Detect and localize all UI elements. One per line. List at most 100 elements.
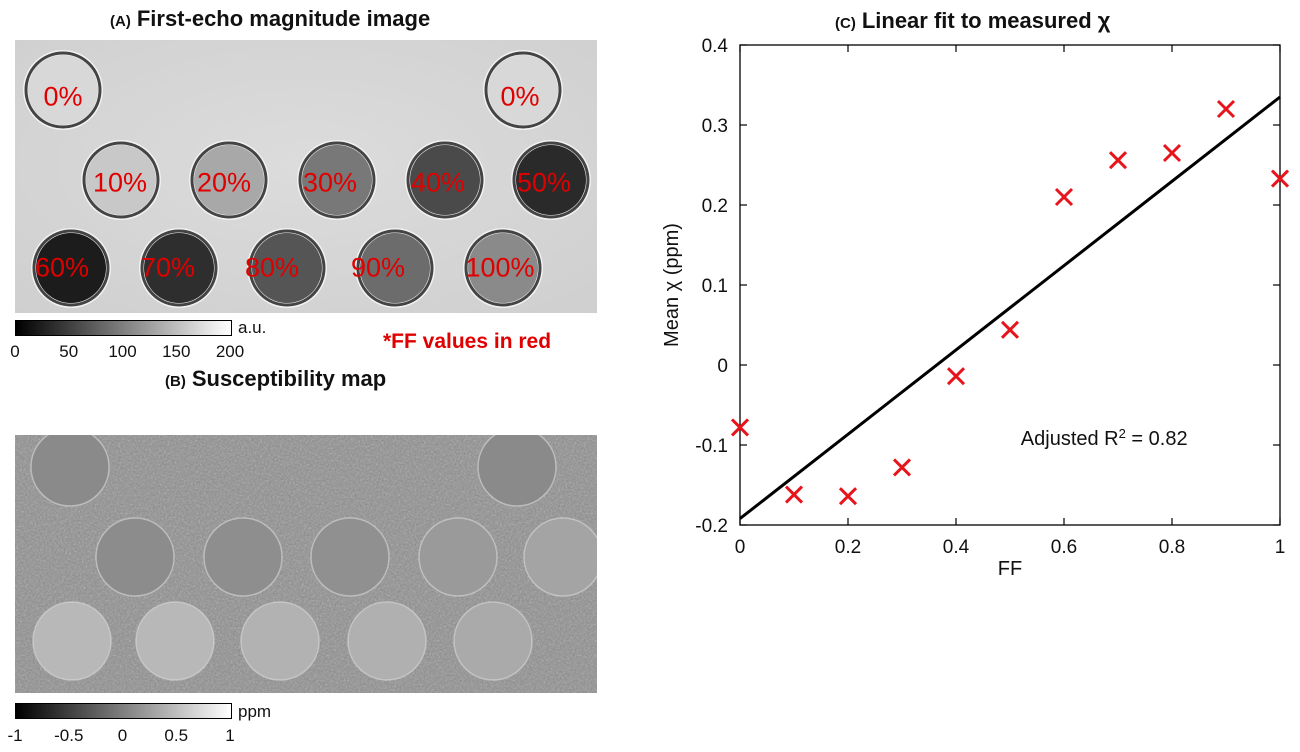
data-point [946,367,966,386]
data-point [892,458,912,477]
vial-ring [406,141,484,219]
vial-ring [356,229,434,307]
data-point [730,418,750,437]
susceptibility-vial [135,601,215,681]
panel-c-letter: (C) [835,15,856,32]
colorbar-tick-label: 1 [225,726,235,745]
x-tick-label: 0.4 [943,537,970,558]
colorbar-tick-label: 0.5 [164,726,189,745]
vial [488,55,558,125]
x-axis-label: FF [998,558,1022,580]
ff-label: 30% [302,167,358,198]
panel-b-letter: (B) [165,373,186,390]
susceptibility-vial [203,517,283,597]
magnitude-image [15,40,597,313]
susceptibility-vial [30,435,110,507]
y-tick-label: -0.2 [695,516,728,537]
ff-label: 0% [43,81,83,112]
x-tick-label: 0.8 [1159,537,1185,558]
susceptibility-vial [240,601,320,681]
colorbar-tick-label: 100 [108,342,137,361]
vial-ring [32,229,110,307]
panel-a-letter: (A) [110,13,131,30]
vial-ring [190,141,268,219]
ff-note: *FF values in red [383,330,552,353]
vial-ring [298,141,376,219]
y-tick-label: 0.2 [702,196,728,217]
colorbar-tick-label: 200 [215,342,245,361]
data-point [1270,169,1290,188]
panel-a-title-text: First-echo magnitude image [136,6,431,31]
y-tick-label: -0.1 [695,436,728,457]
vial [468,233,538,303]
colorbar-tick-label: 0 [117,726,128,745]
susceptibility-vial [95,517,175,597]
ff-label: 20% [196,167,252,198]
ff-label: 60% [34,252,90,283]
susceptibility-colorbar [15,703,232,719]
x-tick-label: 0.6 [1051,537,1077,558]
ff-label: 100% [465,252,535,283]
y-axis-label: Mean χ (ppm) [661,223,683,347]
vial [194,145,264,215]
colorbar-tick-label: 150 [162,342,191,361]
susceptibility-vial [32,601,112,681]
y-tick-label: 0.3 [702,116,728,137]
vial-ring [484,51,562,129]
r2-annotation: Adjusted R2 = 0.82 [1021,426,1188,451]
ff-label: 40% [410,167,466,198]
vial-ring [140,229,218,307]
y-tick-label: 0.1 [702,276,728,297]
vial [86,145,156,215]
chart-svg: 0 0.2 0.4 0.6 0.8 1 -0.2 -0.1 0 0.1 0.2 0.3 0.4 FF Mea… [661,36,1290,580]
panel-a-title: (A) First-echo magnitude image [110,6,430,32]
vial [360,233,430,303]
data-point [1108,151,1128,170]
colorbar-tick-label: 0 [10,342,20,361]
data-point [838,487,858,506]
data-point [1162,143,1182,163]
y-tick-label: 0 [717,356,728,377]
ff-label: 10% [92,167,148,198]
vial [28,55,98,125]
x-tick-label: 1 [1275,537,1286,558]
plot-frame [739,44,1281,526]
fit-line [739,95,1281,520]
y-tick-label: 0.4 [702,36,729,57]
vial-ring [512,141,590,219]
magnitude-colorbar [15,320,232,336]
susceptibility-vial [453,601,533,681]
chart-title: Linear fit to measured χ [861,8,1111,33]
vial-ring [24,51,102,129]
vial [144,233,214,303]
susceptibility-vial [477,435,557,507]
susceptibility-vial [347,601,427,681]
colorbar-tick-label: -1 [7,726,23,745]
colorbar-tick-label: -0.5 [54,726,84,745]
susceptibility-vial [523,517,597,597]
ff-label: 90% [350,252,406,283]
colorbar-tick-label: 50 [59,342,79,361]
x-tick-label: 0 [735,537,746,558]
ff-label: 0% [500,81,540,112]
x-tick-label: 0.2 [835,537,861,558]
ff-label: 50% [516,167,572,198]
vial [410,145,480,215]
vial-ring [464,229,542,307]
vial-ring [248,229,326,307]
data-point [1054,187,1074,207]
susceptibility-vial [310,517,390,597]
vial [302,145,372,215]
data-point [1000,320,1020,339]
ff-label: 80% [244,252,300,283]
susceptibility-colorbar-unit: ppm [238,702,272,721]
susceptibility-vial [418,517,498,597]
data-point [784,485,804,504]
panel-c-title: (C) Linear fit to measured χ [835,8,1110,34]
susceptibility-map [15,435,597,693]
magnitude-colorbar-unit: a.u. [238,318,267,337]
ff-label: 70% [140,252,196,283]
vial [36,233,106,303]
data-point [1216,99,1236,119]
panel-b-title: (B) Susceptibility map [165,366,386,392]
